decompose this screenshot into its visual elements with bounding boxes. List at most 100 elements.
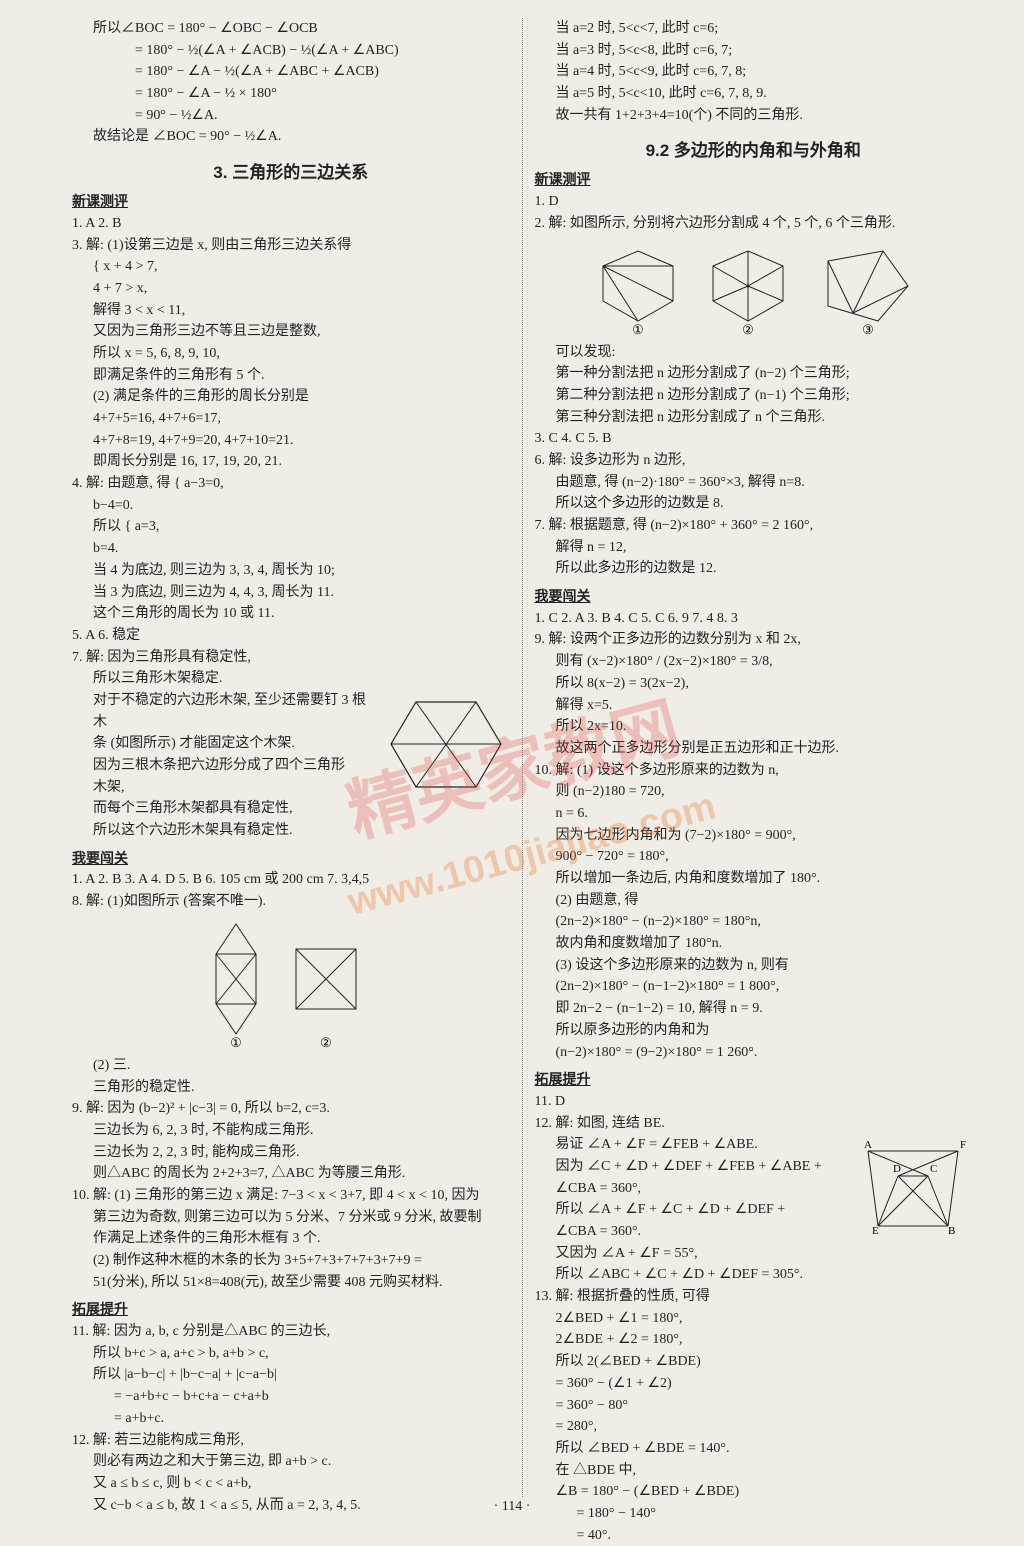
text-line: = 360° − 80° — [535, 1395, 973, 1417]
text-line: 所以原多边形的内角和为 — [535, 1020, 973, 1042]
text-line: 2∠BED + ∠1 = 180°, — [535, 1308, 973, 1330]
section-title-1: 3. 三角形的三边关系 — [72, 158, 510, 183]
text-line: 6. 解: 设多边形为 n 边形, — [535, 450, 973, 472]
text-line: (2) 由题意, 得 — [535, 890, 973, 912]
text-line: 10. 解: (1) 设这个多边形原来的边数为 n, — [535, 760, 973, 782]
text-line: 当 3 为底边, 则三边为 4, 4, 3, 周长为 11. — [72, 582, 510, 604]
text-line: 1. A 2. B 3. A 4. D 5. B 6. 105 cm 或 200… — [72, 869, 510, 891]
text-line: 1. D — [535, 191, 973, 213]
text-line: 当 a=3 时, 5<c<8, 此时 c=6, 7; — [535, 40, 973, 62]
right-column: 当 a=2 时, 5<c<7, 此时 c=6; 当 a=3 时, 5<c<8, … — [523, 18, 985, 1497]
text-line: (2) 满足条件的三角形的周长分别是 — [72, 386, 510, 408]
text-line: 即满足条件的三角形有 5 个. — [72, 365, 510, 387]
text-line: (3) 设这个多边形原来的边数为 n, 则有 — [535, 955, 973, 977]
shape-label-2: ② — [320, 1035, 332, 1049]
subheading: 我要闯关 — [72, 848, 510, 870]
text-line: 即 2n−2 − (n−1−2) = 10, 解得 n = 9. — [535, 998, 973, 1020]
text-line: 4+7+5=16, 4+7+6=17, — [72, 408, 510, 430]
text-line: = 40°. — [535, 1525, 973, 1546]
text-line: 即周长分别是 16, 17, 19, 20, 21. — [72, 451, 510, 473]
text-line: 7. 解: 根据题意, 得 (n−2)×180° + 360° = 2 160°… — [535, 515, 973, 537]
text-line: 所以 { a=3, — [72, 516, 510, 538]
text-line: 2∠BDE + ∠2 = 180°, — [535, 1329, 973, 1351]
text-line: 作满足上述条件的三角形木框有 3 个. — [72, 1228, 510, 1250]
text-line: 1. C 2. A 3. B 4. C 5. C 6. 9 7. 4 8. 3 — [535, 608, 973, 630]
text-line: 10. 解: (1) 三角形的第三边 x 满足: 7−3 < x < 3+7, … — [72, 1185, 510, 1207]
text-line: 4+7+8=19, 4+7+9=20, 4+7+10=21. — [72, 430, 510, 452]
text-line: 4 + 7 > x, — [72, 278, 510, 300]
svg-text:E: E — [872, 1225, 879, 1236]
svg-text:②: ② — [742, 322, 754, 336]
text-line: 所以 |a−b−c| + |b−c−a| + |c−a−b| — [72, 1364, 510, 1386]
text-line: 解得 x=5. — [535, 695, 973, 717]
text-line: 可以发现: — [535, 342, 973, 364]
svg-text:A: A — [864, 1139, 872, 1151]
text-line: 8. 解: (1)如图所示 (答案不唯一). — [72, 891, 510, 913]
page-columns: 所以∠BOC = 180° − ∠OBC − ∠OCB = 180° − ½(∠… — [60, 18, 984, 1497]
diagram-q12: A F D C E B — [858, 1136, 968, 1241]
text-line: 又因为 ∠A + ∠F = 55°, — [535, 1243, 973, 1265]
text-line: 当 a=4 时, 5<c<9, 此时 c=6, 7, 8; — [535, 61, 973, 83]
svg-text:①: ① — [632, 322, 644, 336]
text-line: 在 △BDE 中, — [535, 1460, 973, 1482]
text-line: 第三边为奇数, 则第三边可以为 5 分米、7 分米或 9 分米, 故要制 — [72, 1207, 510, 1229]
text-line: 所以 2(∠BED + ∠BDE) — [535, 1351, 973, 1373]
text-line: 1. A 2. B — [72, 213, 510, 235]
text-line: 又 a ≤ b ≤ c, 则 b < c < a+b, — [72, 1473, 510, 1495]
svg-text:B: B — [948, 1225, 955, 1236]
subheading: 拓展提升 — [72, 1299, 510, 1321]
text-line: 故这两个正多边形分别是正五边形和正十边形. — [535, 738, 973, 760]
text-line: 所以 b+c > a, a+c > b, a+b > c, — [72, 1343, 510, 1365]
text-line: b=4. — [72, 538, 510, 560]
text-line: 9. 解: 因为 (b−2)² + |c−3| = 0, 所以 b=2, c=3… — [72, 1098, 510, 1120]
text-line: (2) 制作这种木框的木条的长为 3+5+7+3+7+7+3+7+9 = — [72, 1250, 510, 1272]
text-line: 三边长为 2, 2, 3 时, 能构成三角形. — [72, 1142, 510, 1164]
text-line: (2n−2)×180° − (n−1−2)×180° = 1 800°, — [535, 976, 973, 998]
text-line: (2n−2)×180° − (n−2)×180° = 180°n, — [535, 911, 973, 933]
text-line: 则 (n−2)180 = 720, — [535, 781, 973, 803]
text-line: 所以这个六边形木架具有稳定性. — [72, 820, 510, 842]
text-line: 三角形的稳定性. — [72, 1077, 510, 1099]
hexagon-row: ① ② ③ — [535, 241, 973, 336]
text-line: (2) 三. — [72, 1055, 510, 1077]
eq-line: 故结论是 ∠BOC = 90° − ½∠A. — [72, 126, 510, 148]
text-line: 所以 ∠ABC + ∠C + ∠D + ∠DEF = 305°. — [535, 1264, 973, 1286]
text-line: 由题意, 得 (n−2)·180° = 360°×3, 解得 n=8. — [535, 472, 973, 494]
text-line: 7. 解: 因为三角形具有稳定性, — [72, 647, 510, 669]
text-line: 第一种分割法把 n 边形分割成了 (n−2) 个三角形; — [535, 363, 973, 385]
text-line: 则△ABC 的周长为 2+2+3=7, △ABC 为等腰三角形. — [72, 1163, 510, 1185]
text-line: 第三种分割法把 n 边形分割成了 n 个三角形. — [535, 407, 973, 429]
text-line: 900° − 720° = 180°, — [535, 846, 973, 868]
text-line: 所以增加一条边后, 内角和度数增加了 180°. — [535, 868, 973, 890]
text-line: 解得 3 < x < 11, — [72, 300, 510, 322]
section-title-2: 9.2 多边形的内角和与外角和 — [535, 136, 973, 161]
text-line: = −a+b+c − b+c+a − c+a+b — [72, 1386, 510, 1408]
page-number: · 114 · — [0, 1499, 1024, 1515]
text-line: 当 a=5 时, 5<c<10, 此时 c=6, 7, 8, 9. — [535, 83, 973, 105]
text-line: 故一共有 1+2+3+4=10(个) 不同的三角形. — [535, 105, 973, 127]
text-line: 9. 解: 设两个正多边形的边数分别为 x 和 2x, — [535, 629, 973, 651]
text-line: 12. 解: 若三边能构成三角形, — [72, 1430, 510, 1452]
text-line: = 280°, — [535, 1416, 973, 1438]
text-line: 因为七边形内角和为 (7−2)×180° = 900°, — [535, 825, 973, 847]
text-line: 3. C 4. C 5. B — [535, 428, 973, 450]
text-line: 这个三角形的周长为 10 或 11. — [72, 603, 510, 625]
subheading: 我要闯关 — [535, 586, 973, 608]
text-line: 2. 解: 如图所示, 分别将六边形分割成 4 个, 5 个, 6 个三角形. — [535, 213, 973, 235]
text-line: 又因为三角形三边不等且三边是整数, — [72, 321, 510, 343]
text-line: 51(分米), 所以 51×8=408(元), 故至少需要 408 元购买材料. — [72, 1272, 510, 1294]
text-line: 则有 (x−2)×180° / (2x−2)×180° = 3/8, — [535, 651, 973, 673]
text-line: 4. 解: 由题意, 得 { a−3=0, — [72, 473, 510, 495]
svg-text:D: D — [893, 1163, 901, 1175]
eq-line: 所以∠BOC = 180° − ∠OBC − ∠OCB — [72, 18, 510, 40]
text-line: 所以此多边形的边数是 12. — [535, 558, 973, 580]
svg-text:C: C — [930, 1163, 937, 1175]
text-line: 所以 x = 5, 6, 8, 9, 10, — [72, 343, 510, 365]
eq-line: = 180° − ∠A − ½(∠A + ∠ABC + ∠ACB) — [72, 61, 510, 83]
text-line: 所以 8(x−2) = 3(2x−2), — [535, 673, 973, 695]
text-line: { x + 4 > 7, — [72, 256, 510, 278]
text-line: 则必有两边之和大于第三边, 即 a+b > c. — [72, 1451, 510, 1473]
text-line: 所以 ∠BED + ∠BDE = 140°. — [535, 1438, 973, 1460]
text-line: 12. 解: 如图, 连结 BE. — [535, 1113, 973, 1135]
text-line: b−4=0. — [72, 495, 510, 517]
